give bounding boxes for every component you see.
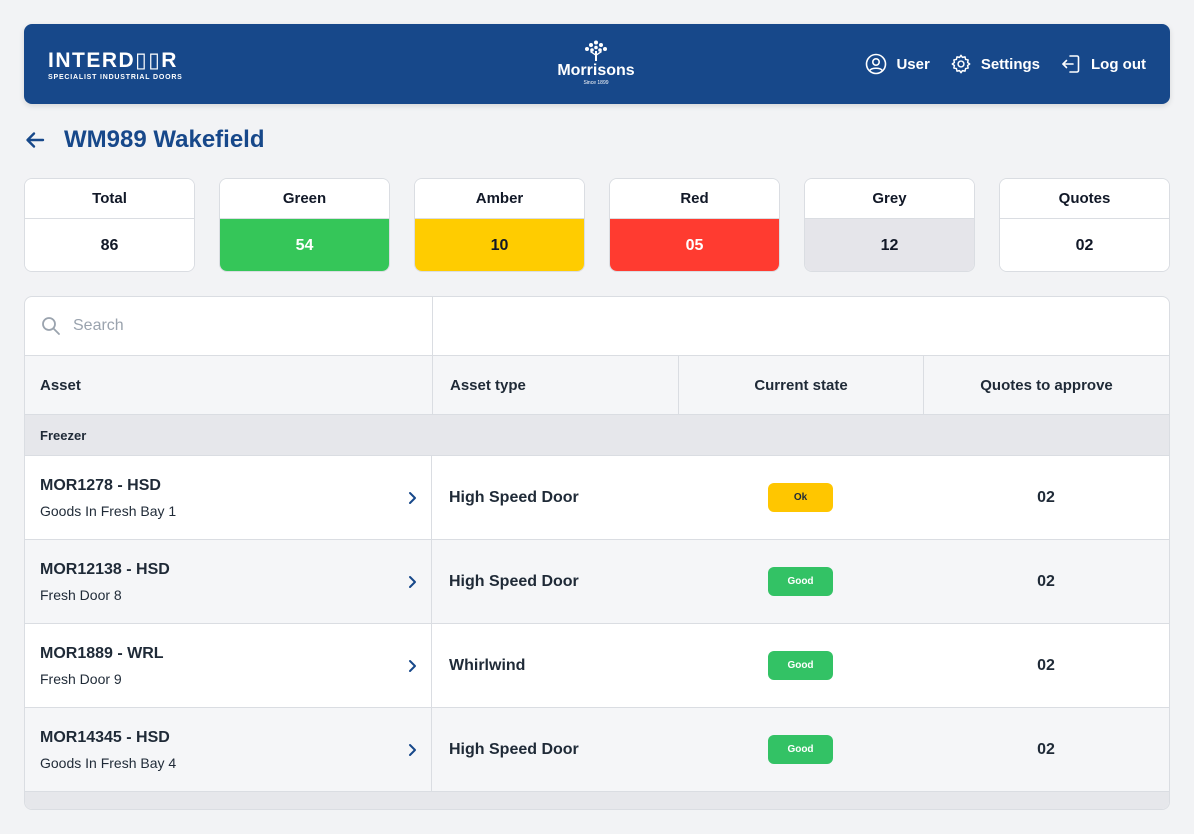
asset-name: Fresh Door 8 bbox=[40, 586, 122, 603]
state-cell: Good bbox=[678, 540, 923, 623]
user-menu-button[interactable]: User bbox=[865, 52, 930, 76]
morrisons-logo[interactable]: Morrisons Since 1899 bbox=[546, 40, 646, 86]
state-cell: Good bbox=[678, 708, 923, 791]
stat-card-green[interactable]: Green 54 bbox=[219, 178, 390, 272]
stat-value: 10 bbox=[415, 219, 584, 271]
chevron-right-icon[interactable] bbox=[407, 491, 417, 505]
app-header: INTERD▯▯R SPECIALIST INDUSTRIAL DOORS Mo… bbox=[24, 24, 1170, 104]
chevron-right-icon[interactable] bbox=[407, 743, 417, 757]
stat-card-grey[interactable]: Grey 12 bbox=[804, 178, 975, 272]
stat-card-amber[interactable]: Amber 10 bbox=[414, 178, 585, 272]
table-footer bbox=[25, 792, 1169, 809]
user-label: User bbox=[896, 55, 930, 73]
stat-card-quotes[interactable]: Quotes 02 bbox=[999, 178, 1170, 272]
table-row[interactable]: MOR1278 - HSD Goods In Fresh Bay 1 High … bbox=[25, 456, 1169, 540]
asset-name: Fresh Door 9 bbox=[40, 670, 122, 687]
stat-label: Grey bbox=[805, 179, 974, 219]
quotes-count: 02 bbox=[1037, 740, 1055, 758]
quotes-count: 02 bbox=[1037, 656, 1055, 674]
morrisons-tree-icon bbox=[585, 40, 607, 61]
asset-id: MOR1889 - WRL bbox=[40, 644, 164, 662]
header-nav: User Settings Log out bbox=[865, 52, 1146, 76]
settings-label: Settings bbox=[980, 55, 1041, 73]
morrisons-logo-since: Since 1899 bbox=[583, 80, 609, 86]
column-header-quotes-to-approve[interactable]: Quotes to approve bbox=[980, 376, 1113, 394]
state-cell: Ok bbox=[678, 456, 923, 539]
chevron-right-icon[interactable] bbox=[407, 575, 417, 589]
asset-name: Goods In Fresh Bay 4 bbox=[40, 754, 177, 771]
asset-id: MOR12138 - HSD bbox=[40, 560, 170, 578]
table-row[interactable]: MOR14345 - HSD Goods In Fresh Bay 4 High… bbox=[25, 708, 1169, 792]
chevron-right-icon[interactable] bbox=[407, 659, 417, 673]
stat-label: Quotes bbox=[1000, 179, 1169, 219]
page-title-row: WM989 Wakefield bbox=[24, 126, 265, 154]
settings-button[interactable]: Settings bbox=[950, 52, 1040, 76]
state-cell: Good bbox=[678, 624, 923, 707]
status-badge: Good bbox=[768, 735, 833, 764]
table-row[interactable]: MOR1889 - WRL Fresh Door 9 Whirlwind Goo… bbox=[25, 624, 1169, 708]
asset-type: Whirlwind bbox=[449, 656, 526, 674]
status-badge: Ok bbox=[768, 483, 833, 512]
page-title: WM989 Wakefield bbox=[64, 126, 265, 153]
asset-type: High Speed Door bbox=[449, 740, 579, 758]
stat-value: 54 bbox=[220, 219, 389, 271]
table-row[interactable]: MOR12138 - HSD Fresh Door 8 High Speed D… bbox=[25, 540, 1169, 624]
quotes-count: 02 bbox=[1037, 572, 1055, 590]
asset-cell: MOR12138 - HSD Fresh Door 8 bbox=[25, 540, 432, 623]
stat-card-red[interactable]: Red 05 bbox=[609, 178, 780, 272]
table-header-row: Asset Asset type Current state Quotes to… bbox=[25, 356, 1169, 415]
group-row-freezer: Freezer bbox=[25, 415, 1169, 456]
asset-cell: MOR1889 - WRL Fresh Door 9 bbox=[25, 624, 432, 707]
stat-label: Total bbox=[25, 179, 194, 219]
stat-label: Red bbox=[610, 179, 779, 219]
status-badge: Good bbox=[768, 651, 833, 680]
stat-value: 05 bbox=[610, 219, 779, 271]
morrisons-logo-word: Morrisons bbox=[557, 62, 635, 79]
gear-icon bbox=[951, 54, 971, 74]
asset-type: High Speed Door bbox=[449, 572, 579, 590]
asset-type: High Speed Door bbox=[449, 488, 579, 506]
asset-id: MOR1278 - HSD bbox=[40, 476, 161, 494]
search-icon bbox=[42, 317, 60, 335]
interdoor-logo[interactable]: INTERD▯▯R SPECIALIST INDUSTRIAL DOORS bbox=[48, 50, 183, 82]
search-input[interactable] bbox=[73, 317, 393, 335]
stat-label: Amber bbox=[415, 179, 584, 219]
logout-icon bbox=[1062, 55, 1080, 73]
column-header-asset[interactable]: Asset bbox=[25, 356, 433, 414]
user-icon bbox=[866, 53, 887, 75]
logout-button[interactable]: Log out bbox=[1060, 52, 1146, 76]
search-box[interactable] bbox=[25, 297, 433, 355]
logout-label: Log out bbox=[1091, 55, 1146, 73]
stat-card-total[interactable]: Total 86 bbox=[24, 178, 195, 272]
asset-id: MOR14345 - HSD bbox=[40, 728, 170, 746]
back-arrow-icon[interactable] bbox=[24, 129, 46, 151]
stat-label: Green bbox=[220, 179, 389, 219]
asset-name: Goods In Fresh Bay 1 bbox=[40, 502, 177, 519]
interdoor-logo-word: INTERD▯▯R bbox=[48, 49, 178, 72]
interdoor-logo-tagline: SPECIALIST INDUSTRIAL DOORS bbox=[48, 74, 183, 81]
search-row bbox=[25, 297, 1169, 356]
asset-cell: MOR14345 - HSD Goods In Fresh Bay 4 bbox=[25, 708, 432, 791]
asset-table: Asset Asset type Current state Quotes to… bbox=[24, 296, 1170, 810]
asset-cell: MOR1278 - HSD Goods In Fresh Bay 1 bbox=[25, 456, 432, 539]
column-header-asset-type[interactable]: Asset type bbox=[433, 356, 679, 414]
stat-value: 12 bbox=[805, 219, 974, 271]
status-badge: Good bbox=[768, 567, 833, 596]
stat-value: 02 bbox=[1000, 219, 1169, 271]
stat-value: 86 bbox=[25, 219, 194, 271]
column-header-current-state[interactable]: Current state bbox=[679, 356, 924, 414]
quotes-count: 02 bbox=[1037, 488, 1055, 506]
